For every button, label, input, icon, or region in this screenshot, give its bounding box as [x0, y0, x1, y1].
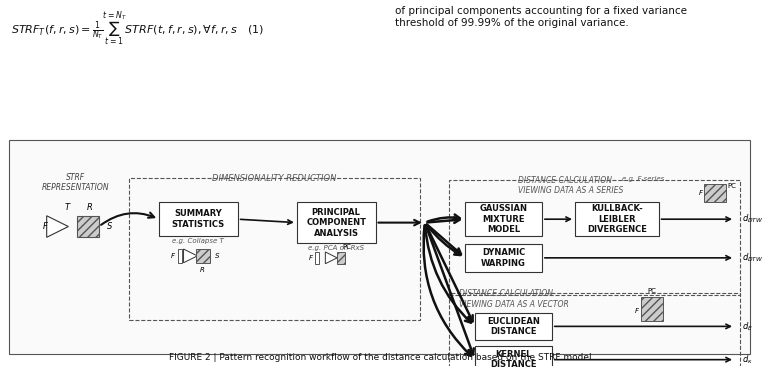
Text: PC: PC: [343, 244, 352, 250]
Text: $d_{DTW}$: $d_{DTW}$: [742, 213, 763, 225]
Text: R: R: [87, 203, 93, 212]
FancyBboxPatch shape: [575, 202, 659, 236]
Text: FIGURE 2 | Pattern recognition workflow of the distance calculation based on the: FIGURE 2 | Pattern recognition workflow …: [169, 353, 592, 362]
Text: F: F: [170, 253, 174, 259]
FancyBboxPatch shape: [641, 297, 663, 321]
Text: F: F: [634, 308, 638, 314]
Text: PRINCIPAL
COMPONENT
ANALYSIS: PRINCIPAL COMPONENT ANALYSIS: [306, 208, 366, 237]
Text: DYNAMIC
WARPING: DYNAMIC WARPING: [481, 248, 526, 267]
Text: $d_\kappa$: $d_\kappa$: [742, 353, 753, 366]
FancyBboxPatch shape: [465, 244, 542, 272]
FancyBboxPatch shape: [9, 140, 750, 354]
Text: $STRF_T(f, r, s) = \frac{1}{N_T} \sum_{t=1}^{t=N_T} STRF(t, f, r, s), \forall f,: $STRF_T(f, r, s) = \frac{1}{N_T} \sum_{t…: [12, 9, 264, 48]
Text: R: R: [200, 267, 205, 273]
Text: DIMENSIONALITY REDUCTION: DIMENSIONALITY REDUCTION: [213, 174, 337, 183]
FancyBboxPatch shape: [316, 252, 319, 264]
FancyBboxPatch shape: [159, 202, 238, 236]
Text: PC: PC: [647, 288, 657, 294]
FancyBboxPatch shape: [78, 216, 99, 237]
FancyBboxPatch shape: [704, 185, 726, 202]
Text: S: S: [107, 222, 112, 231]
FancyBboxPatch shape: [177, 249, 181, 263]
FancyBboxPatch shape: [337, 252, 345, 264]
Text: DISTANCE CALCULATION
VIEWING DATA AS A SERIES: DISTANCE CALCULATION VIEWING DATA AS A S…: [518, 176, 624, 195]
FancyBboxPatch shape: [197, 249, 210, 263]
Text: F: F: [43, 222, 48, 231]
Text: $d_E$: $d_E$: [742, 320, 753, 333]
Polygon shape: [326, 252, 337, 264]
Text: KERNEL
DISTANCE: KERNEL DISTANCE: [490, 350, 537, 369]
Text: KULLBACK-
LEIBLER
DIVERGENCE: KULLBACK- LEIBLER DIVERGENCE: [587, 204, 647, 234]
Text: e.g. F-series: e.g. F-series: [622, 176, 664, 182]
FancyBboxPatch shape: [296, 202, 376, 243]
FancyBboxPatch shape: [475, 313, 551, 340]
Text: DISTANCE CALCULATION
VIEWING DATA AS A VECTOR: DISTANCE CALCULATION VIEWING DATA AS A V…: [459, 289, 569, 309]
Text: F: F: [698, 190, 703, 196]
Text: T: T: [65, 203, 70, 212]
Text: F: F: [309, 255, 313, 261]
Text: S: S: [215, 253, 220, 259]
FancyBboxPatch shape: [465, 202, 542, 236]
Text: GAUSSIAN
MIXTURE
MODEL: GAUSSIAN MIXTURE MODEL: [479, 204, 528, 234]
Polygon shape: [184, 249, 197, 263]
Text: EUCLIDEAN
DISTANCE: EUCLIDEAN DISTANCE: [487, 317, 540, 336]
Text: STRF
REPRESENTATION: STRF REPRESENTATION: [41, 173, 109, 192]
Text: SUMMARY
STATISTICS: SUMMARY STATISTICS: [172, 209, 225, 229]
Text: PC: PC: [727, 183, 736, 189]
Text: of principal components accounting for a fixed variance
threshold of 99.99% of t: of principal components accounting for a…: [396, 6, 687, 28]
Text: e.g. Collapse T: e.g. Collapse T: [173, 238, 224, 244]
Text: e.g. PCA on RxS: e.g. PCA on RxS: [308, 245, 364, 251]
Text: $d_{DTW}$: $d_{DTW}$: [742, 251, 763, 264]
FancyBboxPatch shape: [475, 346, 551, 372]
Polygon shape: [47, 216, 68, 237]
